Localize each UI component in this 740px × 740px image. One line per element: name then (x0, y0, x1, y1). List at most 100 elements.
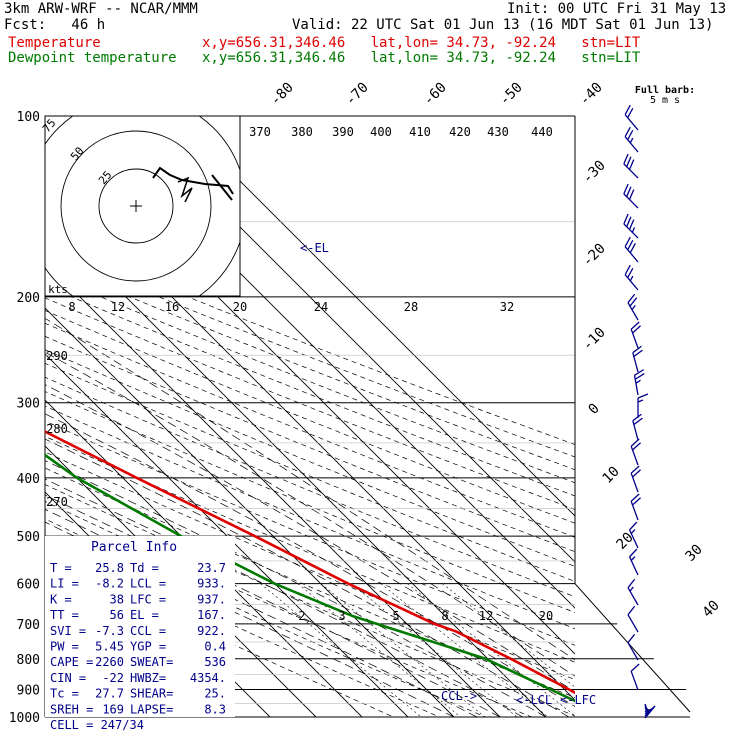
wind-barb-flag (630, 493, 640, 502)
speed-scale-label: 16 (165, 300, 179, 314)
theta-tick-label: 410 (409, 125, 431, 139)
parcel-info-value: 536 (204, 655, 226, 669)
pressure-tick-label: 800 (17, 653, 40, 668)
parcel-info-key: CAPE = (50, 655, 93, 669)
parcel-info-value: 169 (102, 702, 124, 716)
wind-barb-flag (624, 104, 631, 115)
wind-barb (627, 578, 639, 606)
wind-barb-flag (623, 153, 629, 165)
forecast-hour: Fcst: 46 h (4, 17, 106, 33)
isotherm-line (174, 116, 575, 517)
wind-barb-half (629, 137, 634, 144)
wind-barb-shaft (630, 500, 639, 521)
parcel-info-key: TT = (50, 608, 79, 622)
parcel-info-value: 23.7 (197, 561, 226, 575)
wind-barb-flag (629, 297, 638, 307)
mixing-ratio-tick-label: 20 (539, 609, 553, 623)
wind-barb (627, 633, 639, 661)
wind-barb-flag (634, 373, 645, 380)
wind-barb-shaft (624, 274, 639, 291)
temperature-legend: Temperature (8, 35, 101, 51)
parcel-info-value: 38 (110, 592, 124, 606)
wind-barb-flag (628, 159, 635, 170)
parcel-info-key: SWEAT= (130, 655, 173, 669)
wind-barb-half (631, 304, 636, 311)
parcel-info-value: 0.4 (204, 640, 226, 654)
wind-barb-flag (627, 129, 634, 141)
wind-barb-flag (627, 605, 636, 616)
wind-barb-flag (628, 189, 635, 200)
pressure-tick-label: 1000 (9, 711, 40, 726)
wind-barb (624, 236, 639, 263)
parcel-info-value: 922. (197, 624, 226, 638)
wind-barb (633, 369, 645, 396)
wind-barb-cluster (644, 703, 649, 714)
mixing-ratio-tick-label: 8 (441, 609, 448, 623)
wind-barb-flag (623, 213, 629, 225)
isotherm-tick-label: -30 (580, 158, 609, 187)
parcel-info-key: T = (50, 561, 72, 575)
speed-scale-label: 8 (68, 300, 75, 314)
parcel-info-value: -7.3 (95, 624, 124, 638)
isotherm-tick-label: 30 (683, 542, 706, 565)
parcel-info-value: 5.45 (95, 640, 124, 654)
parcel-info-value: 56 (110, 608, 124, 622)
wind-barb-flag (627, 578, 636, 589)
parcel-info-key: LI = (50, 577, 79, 591)
wind-barb-flag (629, 548, 638, 558)
wind-barb (637, 393, 649, 418)
mixing-ratio-tick-label: 3 (338, 609, 345, 623)
wind-barb (623, 213, 639, 239)
dewpoint-legend: Dewpoint temperature (8, 50, 177, 66)
parcel-info-key: YGP = (130, 640, 166, 654)
wind-barb-flag (627, 633, 636, 644)
wind-barb-unit: 5 m s (650, 95, 680, 106)
parcel-info-key: SHEAR= (130, 687, 173, 701)
parcel-info-key: Td = (130, 561, 159, 575)
temperature-profile (45, 430, 575, 695)
isotherm-tick-label: 10 (600, 464, 623, 487)
wind-barb-half (637, 399, 644, 403)
parcel-info-value: 25. (204, 687, 226, 701)
wind-barb-title: Full barb: (635, 85, 695, 96)
wind-barb-flag (630, 465, 640, 474)
lfc-label: <-LFC (560, 693, 596, 707)
dewpoint-profile (45, 453, 575, 703)
wind-barb-flag (623, 183, 629, 195)
hodograph-rings (45, 116, 240, 296)
parcel-info-key: LCL = (130, 577, 166, 591)
theta-tick-label: 420 (449, 125, 471, 139)
isotherm-tick-label: -50 (497, 80, 526, 109)
theta-tick-label: 390 (332, 125, 354, 139)
wind-barb (630, 321, 641, 349)
parcel-info-key: LAPSE= (130, 702, 173, 716)
wind-barb-flag (630, 321, 640, 330)
isotherm-line (45, 399, 363, 717)
wind-barb-flag (627, 267, 634, 279)
isotherm-tick-label: -70 (343, 80, 372, 109)
isotherm-tick-label: -80 (268, 80, 297, 109)
wind-barb-half (635, 379, 641, 384)
wind-barb (624, 264, 639, 291)
parcel-info-value: 8.3 (204, 702, 226, 716)
wind-barb-shaft (624, 136, 639, 153)
mixing-ratio-tick-label: 12 (479, 609, 493, 623)
mixing-ratio-tick-label: 5 (392, 609, 399, 623)
pressure-tick-label: 400 (17, 472, 40, 487)
wind-barb-flag (634, 369, 645, 376)
parcel-info-key: PW = (50, 640, 79, 654)
frame-slant (574, 583, 691, 713)
ccl-label: CCL-> (441, 689, 477, 703)
wind-barb-half (629, 586, 634, 592)
wind-barb (630, 663, 640, 691)
pressure-tick-label: 100 (17, 110, 40, 125)
init-time: Init: 00 UTC Fri 31 May 13 (507, 1, 727, 17)
wind-barb-shaft (627, 642, 639, 661)
wind-barb-flag (624, 236, 631, 247)
wind-barb-flag (627, 293, 636, 304)
parcel-info-title: Parcel Info (91, 540, 177, 555)
wind-barb-flag (624, 264, 631, 275)
pressure-tick-label: 900 (17, 683, 40, 698)
parcel-info-value: 27.7 (95, 687, 124, 701)
